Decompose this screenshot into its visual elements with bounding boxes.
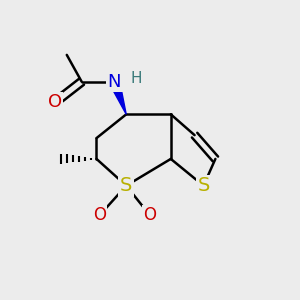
Text: S: S bbox=[120, 176, 132, 195]
Polygon shape bbox=[109, 80, 126, 114]
Text: O: O bbox=[48, 93, 62, 111]
Text: N: N bbox=[108, 73, 121, 91]
Text: O: O bbox=[143, 206, 157, 224]
Text: S: S bbox=[197, 176, 210, 195]
Text: H: H bbox=[131, 71, 142, 86]
Text: O: O bbox=[93, 206, 106, 224]
